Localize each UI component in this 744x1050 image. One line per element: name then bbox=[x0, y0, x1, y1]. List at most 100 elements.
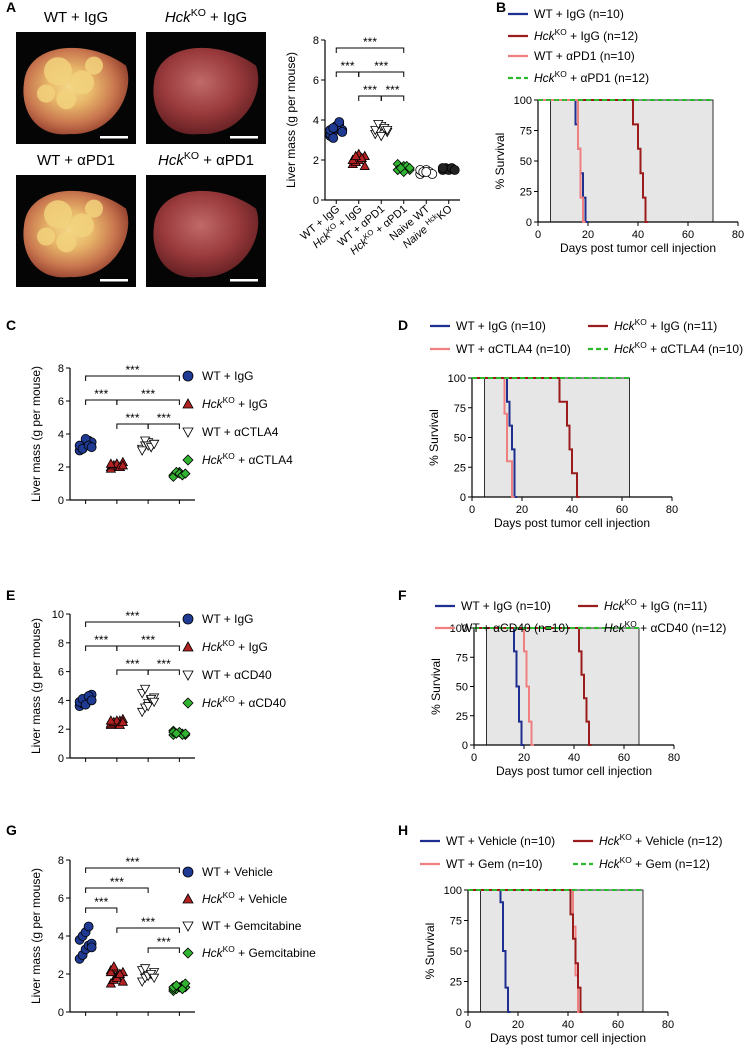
significance-label: *** bbox=[363, 35, 377, 49]
x-tick-label: 80 bbox=[662, 1019, 674, 1031]
x-axis-label: Days post tumor cell injection bbox=[496, 764, 652, 778]
significance-bracket bbox=[85, 907, 118, 913]
y-tick-label: 0 bbox=[58, 495, 64, 507]
data-point bbox=[382, 126, 393, 136]
legend-marker bbox=[182, 427, 194, 438]
y-tick-label: 4 bbox=[58, 931, 64, 943]
x-tick-label: 20 bbox=[516, 504, 528, 516]
y-axis-label: % Survival bbox=[423, 923, 437, 980]
survival-curve-1 bbox=[468, 889, 511, 1013]
legend-label: HckKO + IgG (n=11) bbox=[614, 317, 717, 333]
legend-label: WT + Vehicle (n=10) bbox=[446, 834, 555, 848]
legend-label: HckKO + Gemcitabine bbox=[202, 944, 316, 960]
significance-bracket bbox=[85, 375, 180, 381]
x-tick-label: 0 bbox=[471, 752, 477, 764]
y-tick-label: 100 bbox=[444, 885, 462, 897]
chart-panel-h: 0 25 50 75 100 0 20 40 60 80 Days post tumor cell … bbox=[420, 832, 723, 1045]
legend-label: WT + αCTLA4 (n=10) bbox=[456, 342, 571, 356]
scale-bar bbox=[230, 136, 258, 139]
x-axis-label: Days post tumor cell injection bbox=[560, 241, 716, 255]
data-point bbox=[395, 162, 406, 174]
x-axis-label: Days post tumor cell injection bbox=[490, 1031, 646, 1045]
x-tick-label: 0 bbox=[535, 229, 541, 241]
liver-photo-1 bbox=[16, 32, 136, 144]
data-point bbox=[142, 702, 154, 712]
y-tick-label: 0 bbox=[526, 217, 532, 229]
y-axis-label: Liver mass (g per mouse) bbox=[29, 618, 43, 754]
significance-bracket bbox=[335, 47, 405, 53]
data-point bbox=[86, 695, 97, 706]
data-point bbox=[108, 961, 120, 971]
x-tick-label: 40 bbox=[632, 229, 644, 241]
significance-label: *** bbox=[125, 363, 139, 377]
survival-curve-3 bbox=[538, 99, 586, 223]
chart-panel-f: 0 25 50 75 100 0 20 40 60 80 Days post tumor cell … bbox=[429, 597, 726, 778]
significance-label: *** bbox=[125, 657, 139, 671]
data-point bbox=[139, 436, 151, 446]
x-tick-label: 0 bbox=[465, 1019, 471, 1031]
data-point bbox=[105, 458, 117, 468]
data-point bbox=[437, 163, 448, 173]
scale-bar bbox=[230, 279, 258, 282]
y-tick-label: 25 bbox=[450, 977, 462, 989]
data-point bbox=[139, 684, 151, 695]
data-point bbox=[180, 728, 191, 739]
y-tick-label: 25 bbox=[454, 462, 466, 474]
significance-label: *** bbox=[125, 609, 139, 623]
y-tick-label: 8 bbox=[58, 638, 64, 650]
data-point bbox=[83, 921, 94, 932]
y-tick-label: 25 bbox=[456, 711, 468, 723]
y-tick-label: 2 bbox=[58, 724, 64, 736]
legend-marker bbox=[182, 893, 194, 904]
x-tick-label: 60 bbox=[616, 504, 628, 516]
legend-marker bbox=[182, 866, 194, 878]
treatment-window-shading bbox=[486, 628, 639, 745]
x-tick-label: 40 bbox=[566, 504, 578, 516]
legend-label: HckKO + Vehicle bbox=[202, 890, 287, 906]
significance-label: *** bbox=[157, 657, 171, 671]
significance-bracket bbox=[85, 621, 180, 627]
y-tick-label: 75 bbox=[454, 403, 466, 415]
data-point bbox=[86, 442, 97, 453]
panel-letter-f: F bbox=[398, 587, 407, 603]
significance-label: *** bbox=[141, 633, 155, 647]
y-axis-label: % Survival bbox=[427, 409, 441, 466]
data-point bbox=[328, 123, 339, 133]
legend-label: WT + Gemcitabine bbox=[202, 919, 302, 933]
x-tick-label: 40 bbox=[568, 752, 580, 764]
data-point bbox=[117, 976, 129, 986]
legend-label: WT + αCD40 bbox=[202, 668, 272, 682]
survival-curve-2 bbox=[472, 377, 515, 498]
panel-letter-c: C bbox=[6, 317, 16, 333]
data-point bbox=[148, 973, 160, 984]
y-tick-label: 6 bbox=[58, 667, 64, 679]
data-point bbox=[359, 160, 370, 171]
y-tick-label: 10 bbox=[52, 609, 64, 621]
survival-curve-3 bbox=[468, 889, 583, 1013]
legend-label: HckKO + IgG bbox=[202, 395, 268, 411]
y-tick-label: 2 bbox=[58, 969, 64, 981]
data-point bbox=[171, 980, 182, 991]
treatment-window-shading bbox=[484, 378, 630, 497]
x-tick-label: 60 bbox=[612, 1019, 624, 1031]
y-tick-label: 50 bbox=[456, 682, 468, 694]
legend-label: WT + IgG (n=10) bbox=[461, 599, 551, 613]
significance-label: *** bbox=[125, 411, 139, 425]
legend-label: WT + αPD1 (n=10) bbox=[534, 49, 635, 63]
photo-label-3: WT + αPD1 bbox=[37, 152, 115, 169]
data-point bbox=[117, 460, 129, 470]
data-point bbox=[421, 167, 432, 177]
y-tick-label: 4 bbox=[58, 695, 64, 707]
survival-curve-3 bbox=[474, 627, 592, 746]
y-tick-label: 2 bbox=[313, 155, 319, 167]
data-point bbox=[139, 964, 151, 974]
legend-marker bbox=[182, 947, 194, 959]
x-tick-label: 60 bbox=[682, 229, 694, 241]
y-tick-label: 4 bbox=[313, 115, 319, 127]
y-tick-label: 100 bbox=[450, 623, 468, 635]
significance-label: *** bbox=[363, 83, 377, 97]
legend-marker bbox=[182, 613, 194, 625]
y-tick-label: 0 bbox=[58, 753, 64, 765]
